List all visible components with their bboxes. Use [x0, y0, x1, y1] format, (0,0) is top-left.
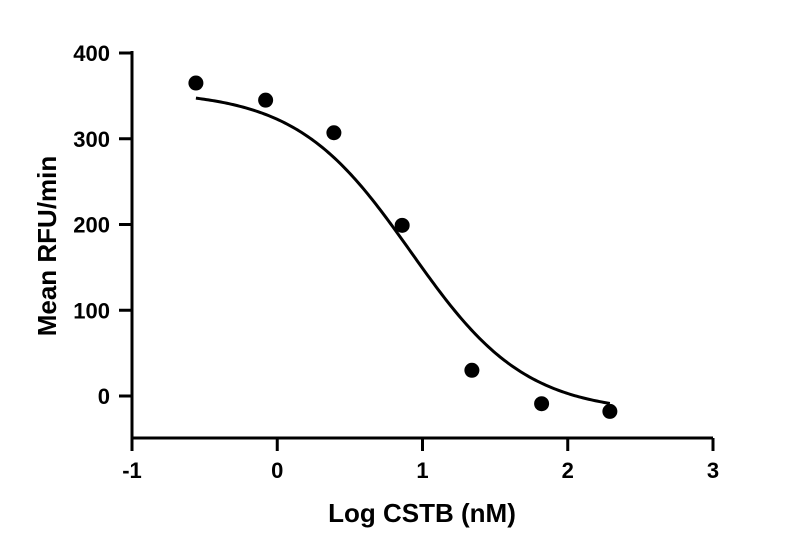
y-tick-label: 300: [73, 127, 110, 152]
data-point: [188, 75, 204, 91]
fit-curve: [195, 96, 611, 405]
x-tick-label: 3: [707, 458, 719, 483]
data-point: [258, 92, 274, 108]
y-tick-label: 200: [73, 213, 110, 238]
y-axis-ticks: 0 100 200 300 400: [73, 41, 132, 409]
axes: -1 0 1 2 3 0 100 200 300 400: [73, 41, 719, 483]
x-tick-label: 2: [562, 458, 574, 483]
data-point: [464, 362, 480, 378]
data-point: [602, 403, 618, 419]
y-tick-label: 400: [73, 41, 110, 66]
data-points: [188, 75, 618, 419]
y-tick-label: 0: [98, 384, 110, 409]
x-axis-ticks: -1 0 1 2 3: [122, 438, 719, 483]
data-point: [394, 217, 410, 233]
x-tick-label: 0: [271, 458, 283, 483]
fit-curve-group: [195, 96, 611, 405]
y-axis-title: Mean RFU/min: [32, 156, 62, 337]
x-axis-title: Log CSTB (nM): [328, 498, 516, 528]
x-tick-label: -1: [122, 458, 142, 483]
x-tick-label: 1: [416, 458, 428, 483]
data-point: [326, 125, 342, 141]
data-point: [534, 396, 550, 412]
y-tick-label: 100: [73, 298, 110, 323]
